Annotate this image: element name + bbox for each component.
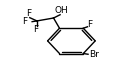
Text: F: F [33, 25, 38, 34]
Text: F: F [22, 17, 28, 26]
Text: Br: Br [89, 50, 99, 59]
Text: F: F [26, 9, 31, 18]
Text: OH: OH [54, 6, 68, 15]
Text: F: F [87, 20, 92, 29]
